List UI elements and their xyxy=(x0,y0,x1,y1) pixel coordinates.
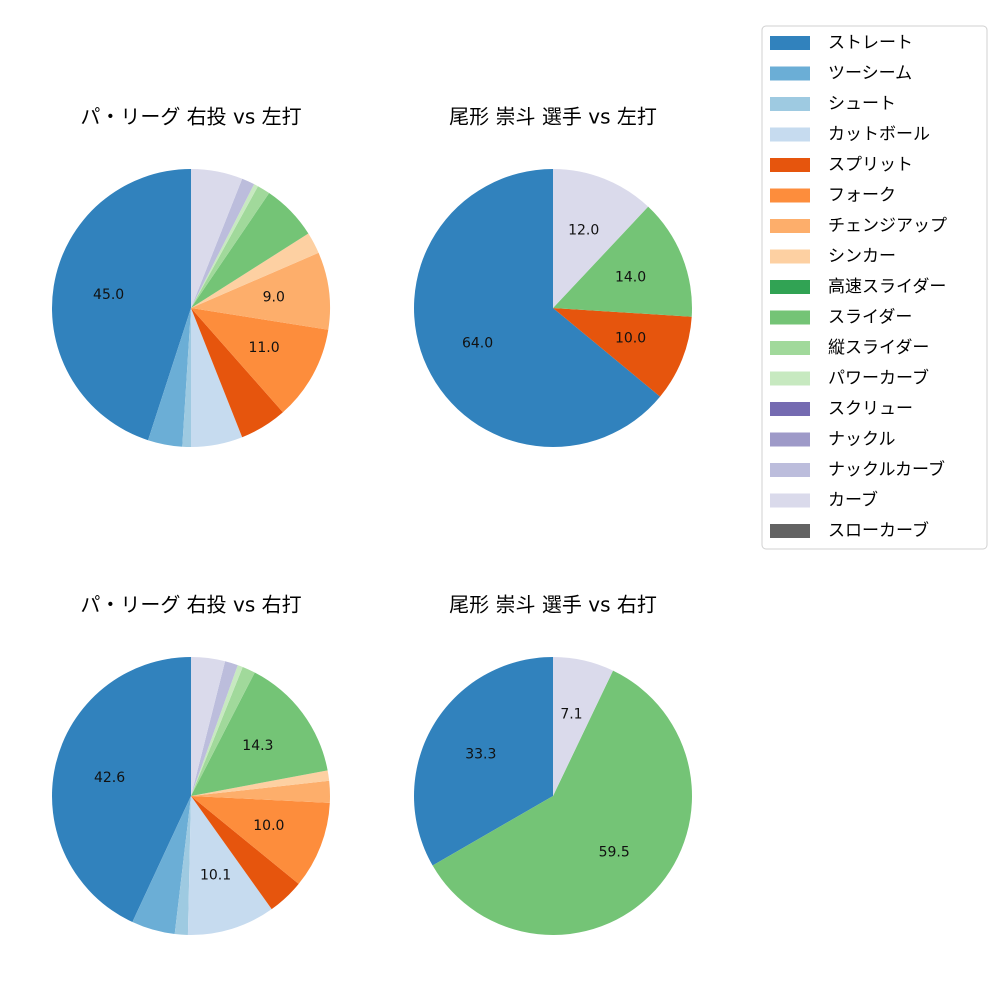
legend-label: ストレート xyxy=(828,33,913,53)
pie-slice xyxy=(191,186,270,308)
pie-chart-3: パ・リーグ 右投 vs 右打 42.6 10.1 10.0 14.3 xyxy=(51,593,331,935)
pie-slice xyxy=(174,796,191,935)
pie-chart-4: 尾形 崇斗 選手 vs 右打 33.3 59.5 7.1 xyxy=(413,593,692,935)
pie-slice xyxy=(51,657,192,923)
legend-label: スクリュー xyxy=(828,399,913,419)
pie-slice xyxy=(191,796,330,884)
legend-label: チェンジアップ xyxy=(828,216,947,236)
legend-swatch xyxy=(770,310,810,325)
legend-frame xyxy=(761,25,988,550)
pie-slice xyxy=(132,796,191,935)
slice-value-label: 42.6 xyxy=(94,770,125,786)
legend-label: ナックル xyxy=(828,430,896,450)
pie-chart-1: パ・リーグ 右投 vs 左打 45.0 11.0 9.0 xyxy=(51,105,331,447)
pie-slice xyxy=(191,661,238,796)
pie-slice xyxy=(553,657,614,796)
legend-swatch xyxy=(770,249,810,264)
legend-swatch xyxy=(770,158,810,172)
slice-value-label: 10.0 xyxy=(253,818,284,834)
pie-slice xyxy=(191,308,243,447)
pie-slice xyxy=(553,169,649,308)
legend-swatch xyxy=(770,66,810,81)
legend-label: カットボール xyxy=(828,125,930,145)
slice-value-label: 9.0 xyxy=(263,290,285,306)
legend-swatch xyxy=(770,97,810,111)
slice-value-label: 64.0 xyxy=(462,336,493,352)
legend-label: パワーカーブ xyxy=(828,368,929,389)
chart-title: パ・リーグ 右投 vs 右打 xyxy=(80,593,301,617)
chart-title: 尾形 崇斗 選手 vs 右打 xyxy=(449,593,657,617)
pie-slice xyxy=(191,657,226,796)
chart-title: 尾形 崇斗 選手 vs 左打 xyxy=(449,105,657,129)
legend-label: カーブ xyxy=(828,490,878,511)
pie-slice xyxy=(191,796,299,910)
slice-value-label: 12.0 xyxy=(568,222,599,238)
pie-slice xyxy=(191,666,255,796)
slice-value-label: 59.5 xyxy=(599,845,630,861)
pie-slice xyxy=(413,657,553,866)
legend-swatch xyxy=(770,493,810,508)
slice-value-label: 10.0 xyxy=(615,331,646,347)
legend-label: スプリット xyxy=(828,155,913,175)
legend-swatch xyxy=(770,524,810,538)
legend-swatch xyxy=(770,219,810,233)
pie-slice xyxy=(191,672,328,796)
pie-slice xyxy=(191,252,331,330)
legend-swatch xyxy=(770,402,810,416)
pie-slice xyxy=(148,308,191,447)
legend-label: フォーク xyxy=(828,186,896,206)
slice-value-label: 11.0 xyxy=(248,340,279,356)
pie-slice xyxy=(191,184,258,308)
legend-label: ツーシーム xyxy=(828,64,912,84)
pie-slice xyxy=(191,193,309,308)
legend-swatch xyxy=(770,280,810,294)
pie-slice xyxy=(191,169,243,308)
legend-label: シュート xyxy=(828,94,896,114)
legend-label: スライダー xyxy=(828,308,912,328)
legend-swatch xyxy=(770,127,810,142)
legend-swatch xyxy=(770,463,810,477)
pie-chart-2: 尾形 崇斗 選手 vs 左打 64.0 10.0 14.0 12.0 xyxy=(414,105,692,447)
pie-slice xyxy=(191,233,319,308)
legend-label: シンカー xyxy=(828,247,896,267)
pie-slice xyxy=(553,206,692,317)
legend-swatch xyxy=(770,188,810,203)
pie-slice xyxy=(191,308,329,413)
pie-slice xyxy=(191,308,283,438)
chart-title: パ・リーグ 右投 vs 左打 xyxy=(80,105,301,129)
legend-swatch xyxy=(770,371,810,386)
slice-value-label: 14.3 xyxy=(242,738,273,754)
pie-slice xyxy=(553,308,692,397)
pie-slice xyxy=(51,169,192,441)
pie-slice xyxy=(432,670,692,935)
pie-slice xyxy=(187,796,272,935)
legend-swatch xyxy=(770,36,810,50)
legend-label: ナックルカーブ xyxy=(828,459,945,480)
slice-value-label: 10.1 xyxy=(200,868,231,884)
pie-slice xyxy=(414,169,661,447)
slice-value-label: 14.0 xyxy=(615,269,646,285)
legend-label: 縦スライダー xyxy=(828,338,929,358)
slice-value-label: 7.1 xyxy=(560,707,582,723)
legend-label: スローカーブ xyxy=(828,520,929,541)
legend-swatch xyxy=(770,432,810,447)
pie-slice xyxy=(191,178,255,308)
pie-slice xyxy=(191,780,331,803)
pie-slice xyxy=(182,308,191,447)
slice-value-label: 45.0 xyxy=(93,287,124,303)
pie-slice xyxy=(191,665,243,796)
pie-slice xyxy=(191,770,330,796)
slice-value-label: 33.3 xyxy=(465,746,496,762)
legend-swatch xyxy=(770,341,810,355)
legend-label: 高速スライダー xyxy=(828,277,946,297)
legend: ストレートツーシームシュートカットボールスプリットフォークチェンジアップシンカー… xyxy=(761,25,988,550)
